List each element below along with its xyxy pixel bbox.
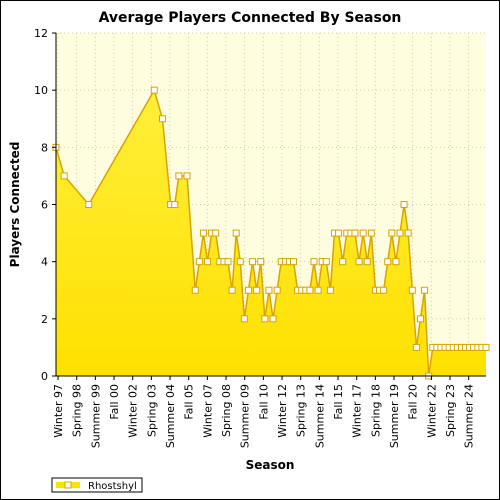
x-tick-label: Winter 22: [425, 384, 438, 438]
y-tick-label: 10: [34, 84, 48, 97]
data-point: [228, 286, 236, 294]
data-point: [396, 229, 404, 237]
x-tick-label: Summer 09: [239, 384, 252, 448]
data-point: [257, 258, 265, 266]
y-axis-label: Players Connected: [8, 142, 22, 268]
data-point: [261, 315, 269, 323]
data-point: [199, 229, 207, 237]
x-tick-label: Fall 10: [257, 384, 270, 420]
x-tick-label: Spring 08: [220, 384, 233, 437]
data-point: [273, 286, 281, 294]
data-point: [404, 229, 412, 237]
data-point: [85, 201, 93, 208]
data-point: [158, 115, 166, 123]
data-point: [392, 258, 400, 266]
x-tick-label: Spring 98: [71, 384, 84, 437]
x-tick-label: Spring 18: [369, 384, 382, 437]
data-point: [367, 229, 375, 237]
data-point: [249, 258, 257, 266]
y-tick-label: 2: [41, 313, 48, 326]
data-point: [236, 258, 244, 266]
data-point: [482, 343, 490, 351]
data-point: [421, 286, 429, 294]
data-point: [351, 229, 359, 237]
data-point: [412, 343, 420, 351]
data-point: [244, 286, 252, 294]
data-point: [384, 258, 392, 266]
data-point: [195, 258, 203, 266]
y-tick-label: 6: [41, 199, 48, 212]
x-tick-label: Summer 04: [164, 384, 177, 448]
x-axis-label: Season: [246, 458, 295, 472]
legend-box: [51, 477, 143, 493]
data-point: [240, 315, 248, 323]
x-tick-label: Summer 99: [89, 384, 102, 448]
data-point: [380, 286, 388, 294]
data-point: [416, 315, 424, 323]
data-point: [150, 86, 158, 94]
data-point: [322, 258, 330, 266]
y-tick-label: 8: [41, 141, 48, 154]
data-point: [183, 172, 191, 180]
data-point: [232, 229, 240, 237]
x-tick-label: Winter 12: [276, 384, 289, 438]
x-tick-label: Spring 23: [444, 384, 457, 437]
x-tick-label: Summer 19: [388, 384, 401, 448]
data-point: [224, 258, 232, 266]
x-tick-label: Spring 03: [145, 384, 158, 437]
x-tick-label: Winter 07: [201, 384, 214, 438]
data-point: [204, 258, 212, 266]
x-tick-label: Spring 13: [295, 384, 308, 437]
x-tick-label: Winter 97: [52, 384, 65, 438]
data-point: [408, 286, 416, 294]
data-point: [60, 172, 68, 180]
y-tick-label: 4: [41, 256, 48, 269]
legend: Rhostshyl: [51, 477, 143, 493]
data-point: [314, 286, 322, 294]
x-tick-label: Fall 05: [183, 384, 196, 420]
data-point: [400, 201, 408, 208]
data-point: [212, 229, 220, 237]
y-tick-label: 12: [34, 27, 48, 40]
data-point: [253, 286, 261, 294]
x-tick-label: Winter 02: [127, 384, 140, 438]
data-point: [265, 286, 273, 294]
data-point: [388, 229, 396, 237]
x-tick-label: Fall 15: [332, 384, 345, 420]
data-point: [175, 172, 183, 180]
data-point: [355, 258, 363, 266]
chart-title: Average Players Connected By Season: [99, 10, 402, 26]
data-point: [171, 201, 179, 208]
x-tick-label: Summer 14: [313, 384, 326, 448]
data-point: [363, 258, 371, 266]
data-point: [326, 286, 334, 294]
y-tick-label: 0: [41, 370, 48, 383]
data-point: [359, 229, 367, 237]
legend-label: Rhostshyl: [88, 481, 137, 492]
data-point: [191, 286, 199, 294]
x-tick-label: Fall 00: [108, 384, 121, 420]
y-axis-ticks: 0 2 4 6 8 10 12: [34, 27, 56, 383]
x-tick-label: Summer 24: [463, 384, 476, 448]
data-point: [269, 315, 277, 323]
series-area: [56, 90, 486, 377]
x-tick-label: Winter 17: [351, 384, 364, 438]
data-point: [310, 258, 318, 266]
legend-marker: [64, 481, 72, 489]
data-point: [290, 258, 298, 266]
data-point: [306, 286, 314, 294]
data-point: [335, 229, 343, 237]
data-point: [339, 258, 347, 266]
x-tick-label: Fall 20: [407, 384, 420, 420]
x-axis-ticks: Winter 97 Spring 98 Summer 99 Fall 00 Winter…: [52, 376, 476, 448]
